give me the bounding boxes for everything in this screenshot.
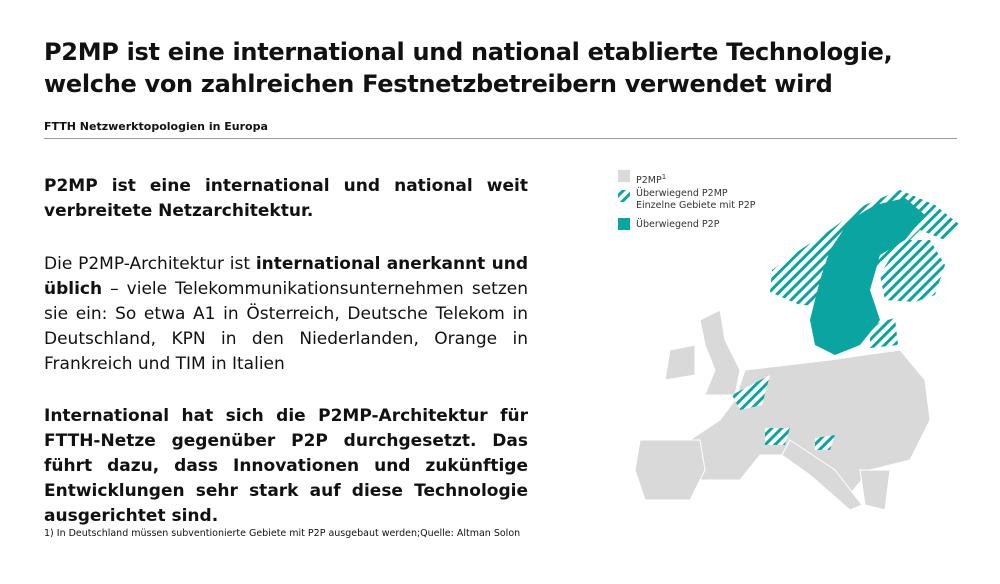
footnote: 1) In Deutschland müssen subventionierte… bbox=[44, 528, 521, 539]
title: P2MP ist eine international und national… bbox=[44, 38, 893, 98]
subtitle: FTTH Netzwerktopologien in Europa bbox=[44, 120, 268, 133]
paragraph: P2MP ist eine international und national… bbox=[44, 176, 528, 221]
text: P2MP bbox=[636, 175, 662, 187]
legend-swatch bbox=[618, 170, 630, 182]
paragraph: Die P2MP-Architektur ist international a… bbox=[44, 252, 528, 377]
text: Überwiegend P2MP bbox=[636, 188, 728, 199]
legend-label: Überwiegend P2P bbox=[636, 219, 720, 230]
bold-text: international anerkannt und üblich bbox=[44, 254, 529, 299]
legend-swatch bbox=[618, 190, 630, 202]
superscript: 1 bbox=[661, 173, 667, 181]
divider bbox=[44, 138, 957, 139]
text: Die P2MP-Architektur ist bbox=[44, 254, 256, 274]
sweden bbox=[810, 198, 925, 355]
legend-label: Überwiegend P2MP Einzelne Gebiete mit P2P bbox=[636, 188, 755, 212]
paragraph: International hat sich die P2MP-Architek… bbox=[44, 406, 528, 526]
legend-swatch bbox=[618, 218, 630, 230]
text: Einzelne Gebiete mit P2P bbox=[636, 200, 756, 211]
legend-label: P2MP1 bbox=[636, 171, 666, 187]
text: – viele Telekommunikationsunternehmen se… bbox=[44, 279, 528, 374]
